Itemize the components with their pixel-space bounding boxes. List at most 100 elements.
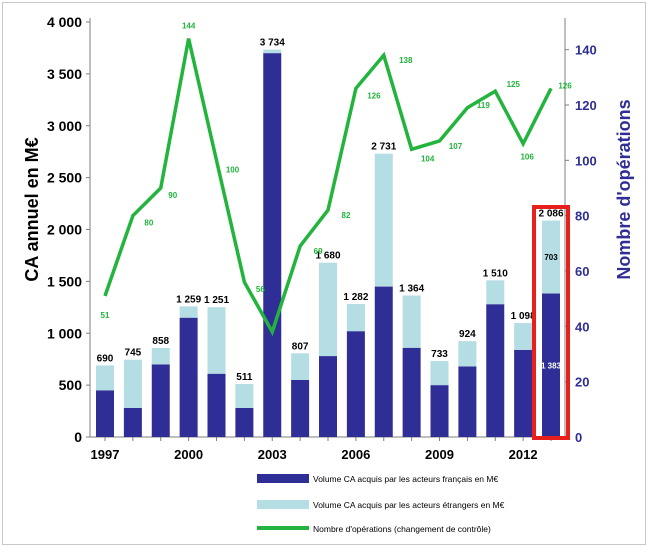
y-axis-title: CA annuel en M€ [22, 137, 42, 281]
line-value-label: 90 [168, 191, 177, 200]
bar-foreign [319, 262, 338, 357]
total-label: 690 [97, 353, 114, 364]
x-tick-label: 1997 [91, 447, 120, 462]
y2-axis-title: Nombre d'opérations [614, 99, 634, 279]
left-tick-label: 1 500 [47, 273, 82, 289]
bar-foreign [179, 306, 198, 318]
total-label: 2 086 [539, 209, 564, 220]
line-labels: 51 80 90 144 100 56 69 82 126 138 104 107 119 125 106 1… [101, 22, 573, 320]
line-value-label: 80 [144, 219, 153, 228]
total-label: 1 098 [511, 311, 536, 322]
legend-label-french: Volume CA acquis par les acteurs françai… [313, 474, 498, 484]
line-value-label: 125 [507, 80, 521, 89]
line-value-label: 126 [367, 91, 381, 100]
total-label: 1 251 [204, 295, 229, 306]
bar-foreign [346, 303, 365, 332]
bars [96, 49, 561, 437]
bar-foreign [123, 359, 142, 408]
operations-line [103, 38, 553, 337]
bar-foreign [96, 365, 114, 391]
bar-foreign [291, 353, 310, 380]
x-tick-label: 2012 [509, 447, 538, 462]
total-label: 924 [459, 329, 476, 340]
bar-foreign [542, 220, 561, 294]
bar-foreign [458, 341, 477, 367]
bar-foreign [430, 360, 449, 386]
right-tick-label: 80 [575, 209, 589, 224]
line-value-label: 104 [421, 154, 435, 163]
inner-labels: 1 383 703 [541, 253, 562, 370]
line-value-label: 144 [182, 22, 196, 31]
total-label: 745 [125, 348, 142, 359]
left-tick-label: 2 500 [47, 170, 82, 186]
line-value-label: 126 [558, 81, 572, 90]
bar-french [542, 293, 561, 437]
legend: Volume CA acquis par les acteurs françai… [257, 474, 505, 534]
left-tick-label: 3 000 [47, 118, 82, 134]
right-tick-label: 120 [575, 98, 597, 113]
bar-french [402, 347, 421, 437]
total-label: 1 364 [399, 283, 424, 294]
bar-french [235, 407, 254, 437]
legend-label-foreign: Volume CA acquis par les acteurs étrange… [313, 500, 505, 510]
x-tick-label: 2000 [174, 447, 203, 462]
x-tick-label: 2009 [425, 447, 454, 462]
left-tick-label: 2 000 [47, 222, 82, 238]
total-labels: 690 745 858 1 259 1 251 511 3 734 807 1 680 1 282… [97, 38, 564, 383]
right-tick-label: 60 [575, 264, 589, 279]
total-label: 3 734 [260, 38, 285, 49]
bar-french [96, 390, 114, 437]
right-tick-label: 40 [575, 319, 589, 334]
left-tick-label: 1 000 [47, 325, 82, 341]
inner-label: 1 383 [541, 361, 562, 370]
legend-swatch-foreign [257, 500, 309, 509]
line-value-label: 82 [342, 211, 351, 220]
total-label: 858 [152, 336, 169, 347]
total-label: 511 [236, 372, 253, 383]
bar-french [263, 53, 282, 437]
bar-foreign [207, 307, 226, 374]
left-tick-label: 4 000 [47, 14, 82, 30]
bar-french [430, 385, 449, 437]
bar-french [374, 286, 393, 437]
bar-foreign [514, 323, 533, 350]
right-tick-label: 140 [575, 43, 597, 58]
x-axis-ticks: 1997 2000 2003 2006 2009 2012 [91, 437, 552, 462]
right-tick-label: 0 [575, 430, 582, 445]
legend-label-line: Nombre d'opérations (changement de contr… [313, 524, 491, 534]
x-tick-label: 2003 [258, 447, 287, 462]
right-tick-label: 100 [575, 153, 597, 168]
bar-french [486, 304, 505, 437]
line-value-label: 51 [101, 311, 110, 320]
right-tick-label: 20 [575, 375, 589, 390]
right-axis-ticks: 0 20 40 60 80 100 120 140 [565, 43, 597, 445]
bar-french [291, 379, 310, 437]
total-label: 733 [431, 349, 448, 360]
total-label: 1 510 [483, 268, 508, 279]
bar-french [458, 366, 477, 437]
line-value-label: 119 [477, 101, 490, 110]
line-value-label: 107 [449, 142, 463, 151]
bar-foreign [402, 295, 421, 348]
line-value-label: 56 [256, 285, 265, 294]
total-label: 1 680 [315, 251, 340, 262]
total-label: 807 [292, 341, 309, 352]
legend-swatch-french [257, 474, 309, 483]
bar-french [207, 373, 226, 437]
bar-foreign [263, 49, 282, 54]
bar-french [151, 364, 170, 437]
bar-foreign [151, 347, 170, 365]
line-value-label: 100 [226, 165, 240, 174]
total-label: 2 731 [371, 142, 396, 153]
bar-french [179, 317, 198, 437]
bar-french [123, 407, 142, 437]
bar-foreign [374, 153, 393, 287]
x-tick-label: 2006 [341, 447, 370, 462]
line-value-label: 138 [399, 56, 413, 65]
total-label: 1 259 [176, 294, 201, 305]
bar-french [346, 331, 365, 437]
inner-label: 703 [544, 253, 558, 262]
bar-foreign [486, 280, 505, 305]
left-tick-label: 0 [74, 429, 82, 445]
